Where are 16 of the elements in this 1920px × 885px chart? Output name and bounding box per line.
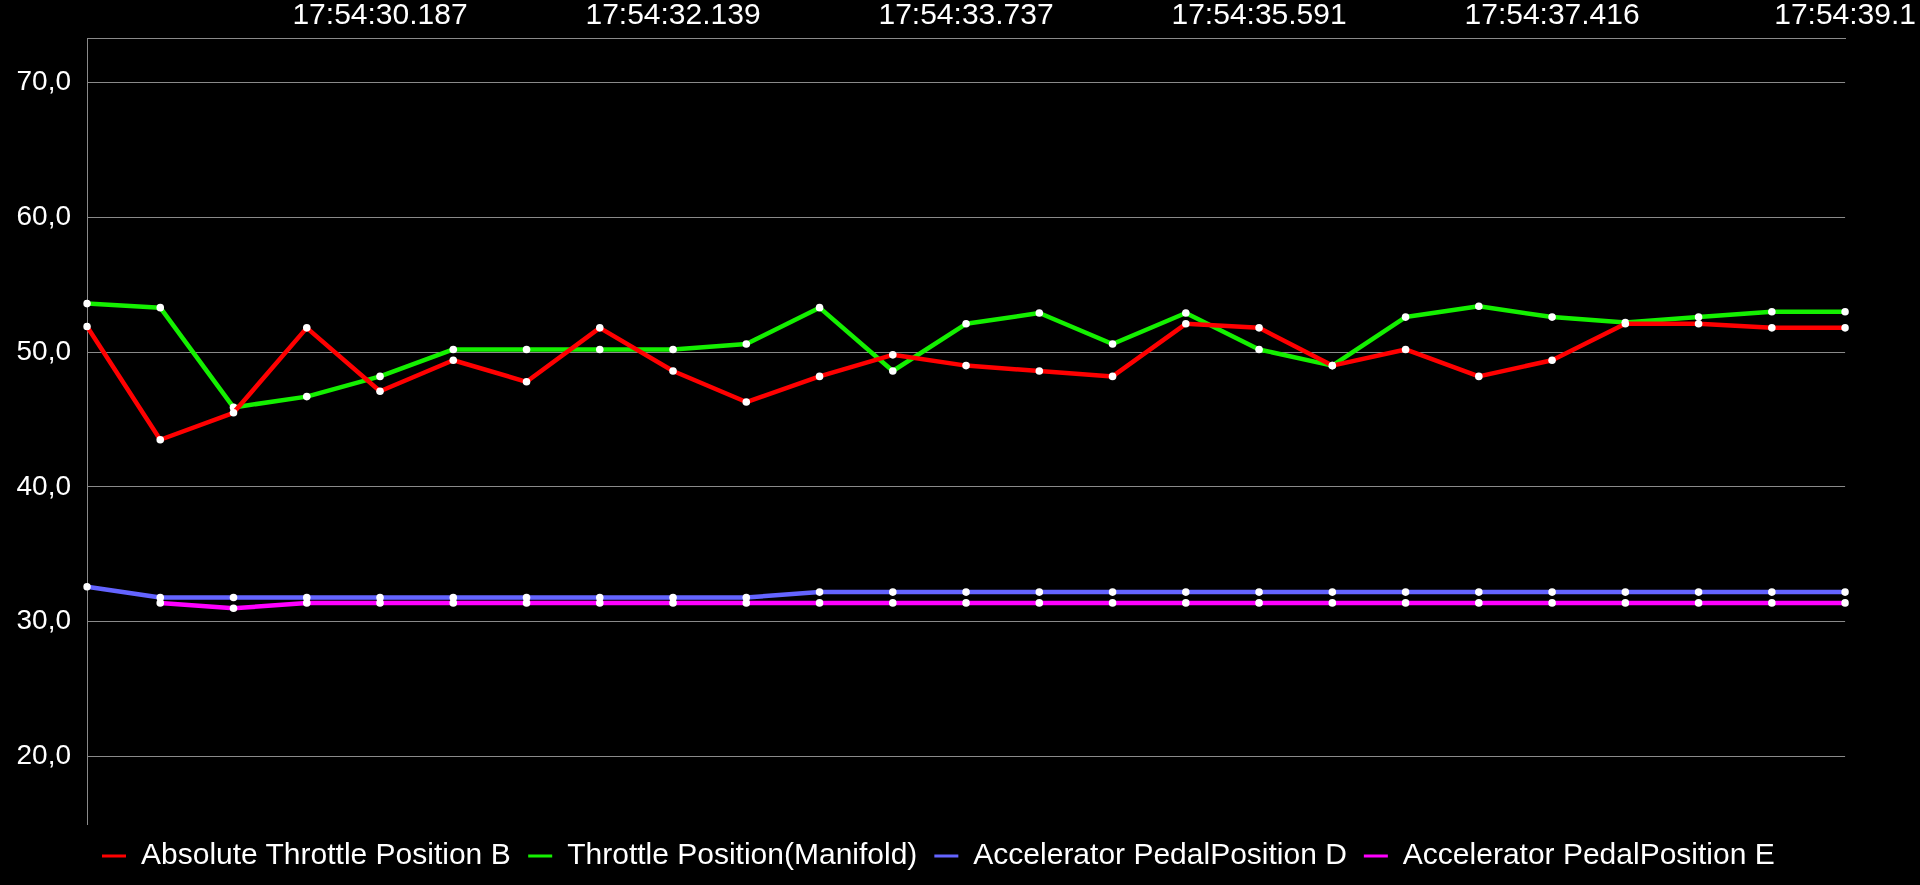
y-tick-label: 20,0	[16, 739, 71, 771]
x-tick-label: 17:54:30.187	[292, 0, 468, 31]
y-tick-label: 60,0	[16, 200, 71, 232]
x-tick-label: 17:54:32.139	[585, 0, 761, 31]
legend-label: Absolute Throttle Position B	[141, 837, 511, 871]
x-tick-label: 17:54:39.1	[1774, 0, 1916, 31]
x-tick-label: 17:54:35.591	[1171, 0, 1347, 31]
y-tick-label: 40,0	[16, 469, 71, 501]
legend-label: Accelerator PedalPosition E	[1402, 837, 1775, 871]
x-tick-label: 17:54:37.416	[1464, 0, 1640, 31]
legend-label: Accelerator PedalPosition D	[973, 837, 1347, 871]
legend-label: Throttle Position(Manifold)	[567, 837, 918, 871]
y-tick-label: 70,0	[16, 65, 71, 97]
x-tick-label: 17:54:33.737	[878, 0, 1054, 31]
y-tick-label: 30,0	[16, 604, 71, 636]
y-tick-label: 50,0	[16, 334, 71, 366]
